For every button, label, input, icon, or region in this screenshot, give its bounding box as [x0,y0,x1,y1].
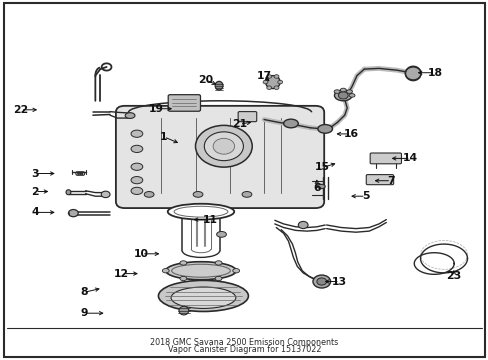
Ellipse shape [131,187,142,194]
FancyBboxPatch shape [168,95,200,111]
Ellipse shape [266,75,271,78]
Ellipse shape [265,76,280,89]
Ellipse shape [277,80,282,84]
Ellipse shape [348,94,354,97]
Text: 5: 5 [361,191,369,201]
Text: 13: 13 [332,276,346,287]
Ellipse shape [68,210,78,217]
Text: 6: 6 [312,183,320,193]
Ellipse shape [131,163,142,170]
Text: 22: 22 [13,105,28,115]
Text: 9: 9 [80,308,88,318]
Text: 15: 15 [315,162,329,172]
Ellipse shape [215,276,222,281]
Ellipse shape [131,176,142,184]
Ellipse shape [405,67,420,80]
Text: 2018 GMC Savana 2500 Emission Components: 2018 GMC Savana 2500 Emission Components [150,338,338,347]
Ellipse shape [162,269,169,273]
Ellipse shape [179,306,188,315]
Ellipse shape [317,184,325,189]
Ellipse shape [171,287,235,309]
Ellipse shape [338,92,347,99]
Ellipse shape [204,132,243,161]
Text: 12: 12 [114,269,128,279]
Text: 20: 20 [198,75,212,85]
Ellipse shape [333,90,339,93]
Ellipse shape [213,138,234,154]
Ellipse shape [334,90,351,101]
Ellipse shape [273,75,278,78]
Text: 14: 14 [403,153,417,163]
Text: Vapor Canister Diagram for 15137022: Vapor Canister Diagram for 15137022 [167,346,321,354]
Ellipse shape [131,130,142,137]
Text: 16: 16 [343,129,358,139]
Text: 23: 23 [445,271,461,282]
Text: 18: 18 [427,68,442,78]
Ellipse shape [273,86,278,90]
Ellipse shape [195,125,252,167]
Ellipse shape [158,280,248,311]
Ellipse shape [167,204,234,220]
Text: 11: 11 [203,215,217,225]
Ellipse shape [216,231,226,237]
Ellipse shape [263,80,267,84]
Ellipse shape [242,192,251,197]
Ellipse shape [298,221,307,229]
FancyBboxPatch shape [369,153,401,164]
Ellipse shape [317,125,332,133]
Text: 10: 10 [134,249,149,259]
Ellipse shape [131,145,142,153]
Ellipse shape [180,276,186,281]
Ellipse shape [193,192,203,197]
Ellipse shape [101,191,110,198]
Ellipse shape [266,86,271,90]
Ellipse shape [165,262,236,280]
FancyBboxPatch shape [116,106,324,208]
Ellipse shape [215,81,223,90]
Ellipse shape [180,261,186,265]
Text: 4: 4 [31,207,39,217]
Ellipse shape [346,90,352,93]
Ellipse shape [340,88,346,92]
Text: 21: 21 [232,119,246,129]
Text: 2: 2 [31,186,39,197]
FancyBboxPatch shape [366,175,393,185]
Ellipse shape [215,261,222,265]
Ellipse shape [144,192,154,197]
FancyBboxPatch shape [238,112,256,122]
Text: 7: 7 [386,176,394,186]
Ellipse shape [283,119,298,128]
Text: 19: 19 [149,104,163,114]
Ellipse shape [125,113,135,118]
Ellipse shape [232,269,239,273]
Ellipse shape [312,275,330,288]
Ellipse shape [66,190,71,195]
Text: 8: 8 [80,287,88,297]
Ellipse shape [316,278,326,285]
Text: 17: 17 [256,71,271,81]
Text: 3: 3 [31,168,39,179]
Text: 1: 1 [160,132,167,142]
